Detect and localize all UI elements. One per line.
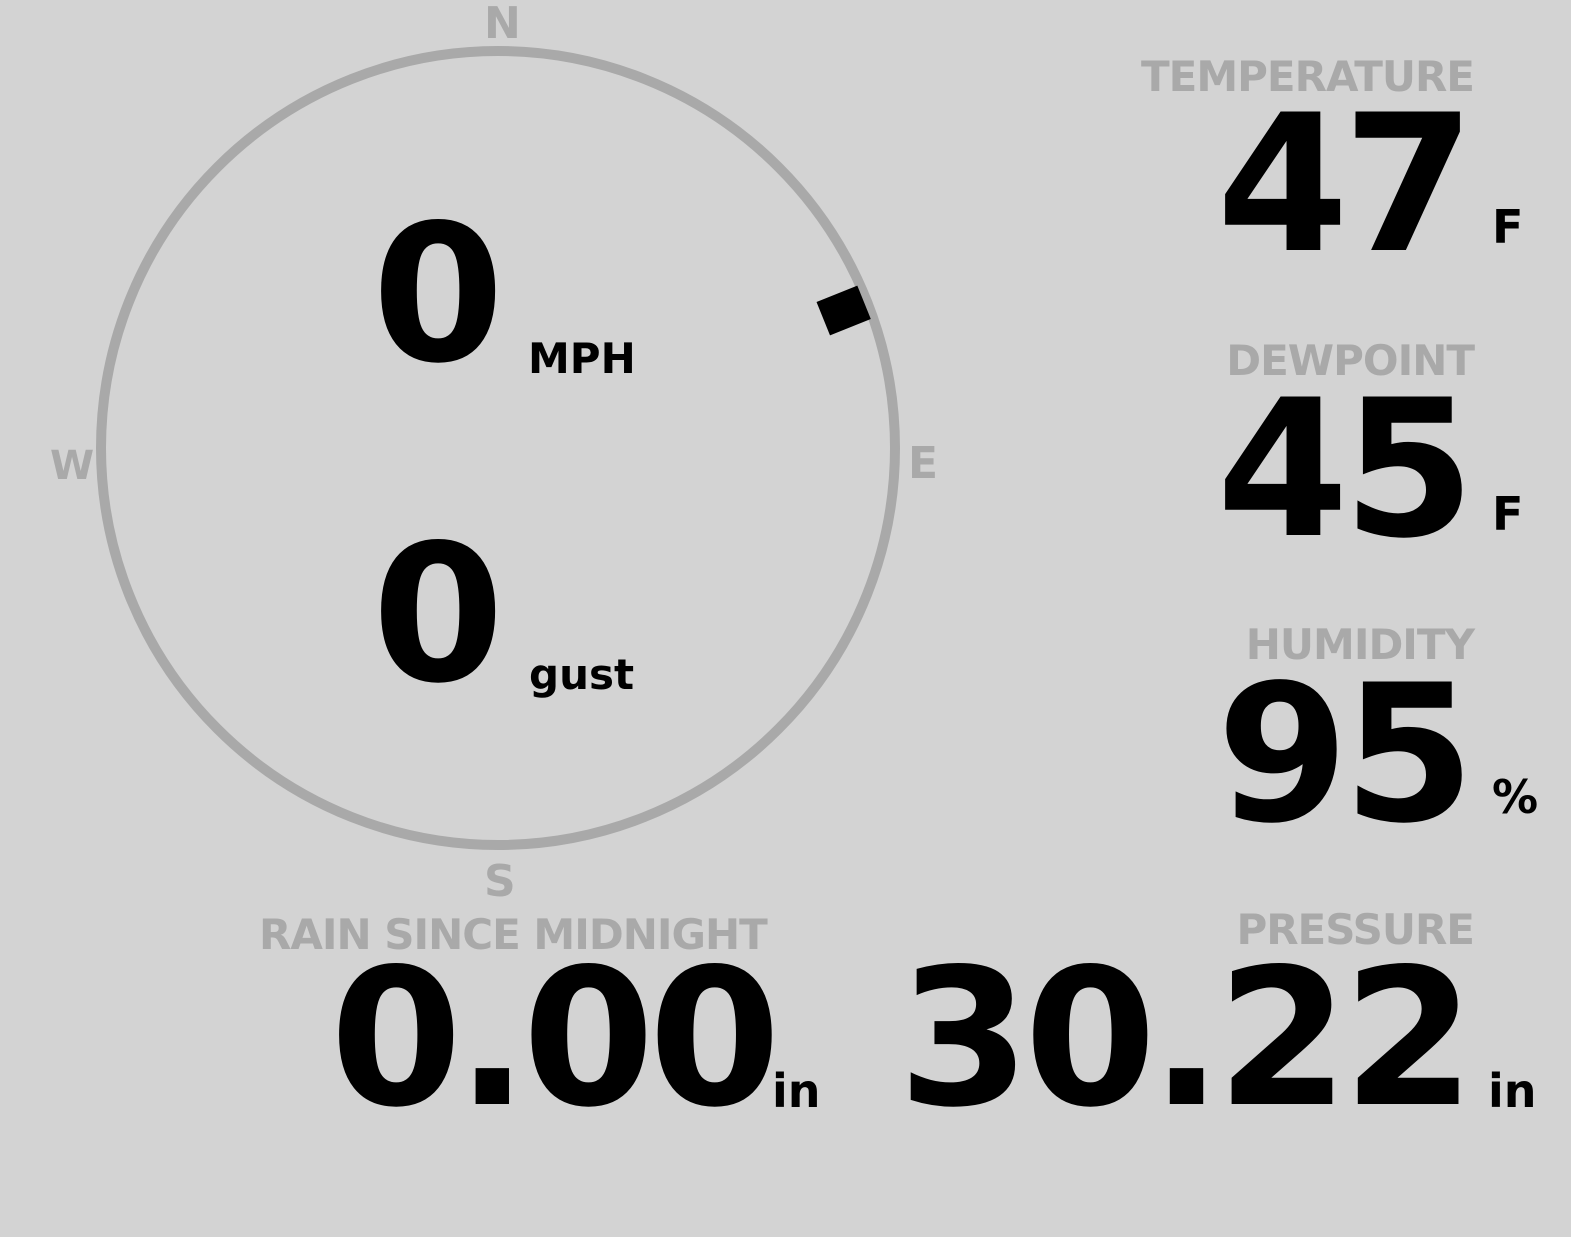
- compass-east-label: E: [908, 438, 939, 489]
- wind-gust-value: 0: [372, 504, 504, 725]
- dewpoint-unit: F: [1492, 487, 1524, 541]
- rain-value: 0.00: [330, 928, 781, 1149]
- dewpoint-label: DEWPOINT: [1226, 336, 1475, 385]
- wind-gust-unit: gust: [529, 650, 635, 699]
- temperature-label: TEMPERATURE: [1141, 52, 1475, 101]
- compass-west-label: W: [50, 443, 95, 489]
- rain-label: RAIN SINCE MIDNIGHT: [259, 910, 768, 959]
- wind-speed-value: 0: [372, 184, 504, 405]
- compass-north-label: N: [484, 0, 521, 49]
- wind-speed-unit: MPH: [528, 334, 636, 383]
- wind-compass: [96, 46, 900, 850]
- wind-direction-marker: [816, 285, 871, 336]
- compass-ring: [96, 46, 900, 850]
- pressure-label: PRESSURE: [1236, 905, 1475, 954]
- temperature-unit: F: [1492, 200, 1524, 254]
- humidity-value: 95: [1216, 644, 1475, 865]
- humidity-label: HUMIDITY: [1245, 620, 1475, 669]
- temperature-value: 47: [1216, 74, 1475, 295]
- pressure-unit: in: [1488, 1064, 1537, 1118]
- pressure-value: 30.22: [898, 928, 1475, 1149]
- humidity-unit: %: [1492, 770, 1539, 824]
- compass-south-label: S: [484, 856, 516, 907]
- rain-unit: in: [772, 1064, 821, 1118]
- dewpoint-value: 45: [1216, 359, 1475, 580]
